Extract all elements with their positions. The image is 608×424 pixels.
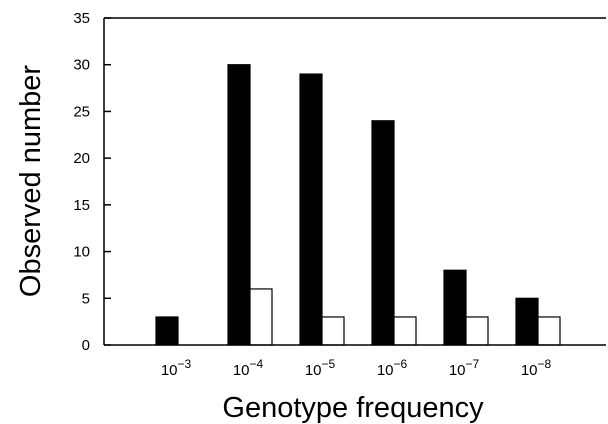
bars: [155, 64, 561, 346]
x-tick-label: 10−4: [233, 357, 264, 379]
bar-open-3: [321, 316, 345, 346]
x-tick-base: 10: [377, 362, 394, 379]
bar-open-5: [465, 316, 489, 346]
x-tick-base: 10: [521, 362, 538, 379]
x-tick-label: 10−6: [377, 357, 408, 379]
x-tick-exponent: −5: [322, 357, 336, 371]
y-tick-label: 15: [73, 197, 90, 214]
y-axis-ticks: 0 5 10 15 20 25 30 35: [73, 10, 111, 354]
y-axis-title: Observed number: [15, 65, 47, 297]
x-tick-exponent: −3: [178, 357, 192, 371]
x-tick-label: 10−7: [449, 357, 480, 379]
y-tick-label: 30: [73, 57, 90, 74]
bar-open-6: [537, 316, 561, 346]
y-tick-label: 20: [73, 150, 90, 167]
bar-filled-6: [515, 297, 539, 346]
x-tick-label: 10−8: [521, 357, 552, 379]
x-tick-base: 10: [233, 362, 250, 379]
x-axis-title: Genotype frequency: [222, 392, 484, 424]
bar-filled-3: [299, 73, 323, 346]
x-axis-tick-labels: 10−3 10−4 10−5 10−6 10−7 10−8: [161, 357, 552, 379]
x-tick-base: 10: [305, 362, 322, 379]
x-tick-exponent: −7: [466, 357, 480, 371]
x-tick-base: 10: [161, 362, 178, 379]
x-tick-exponent: −4: [250, 357, 264, 371]
x-tick-base: 10: [449, 362, 466, 379]
bar-filled-5: [443, 269, 467, 346]
x-tick-label: 10−5: [305, 357, 336, 379]
bar-filled-1: [155, 316, 179, 346]
y-tick-label: 10: [73, 244, 90, 261]
bar-open-2: [249, 288, 273, 346]
bar-open-4: [393, 316, 417, 346]
bar-filled-4: [371, 120, 395, 346]
y-tick-label: 25: [73, 103, 90, 120]
y-tick-label: 35: [73, 10, 90, 27]
bar-filled-2: [227, 64, 251, 346]
x-tick-label: 10−3: [161, 357, 192, 379]
y-tick-label: 0: [82, 337, 90, 354]
x-tick-exponent: −8: [538, 357, 552, 371]
x-tick-exponent: −6: [394, 357, 408, 371]
y-tick-label: 5: [82, 290, 90, 307]
